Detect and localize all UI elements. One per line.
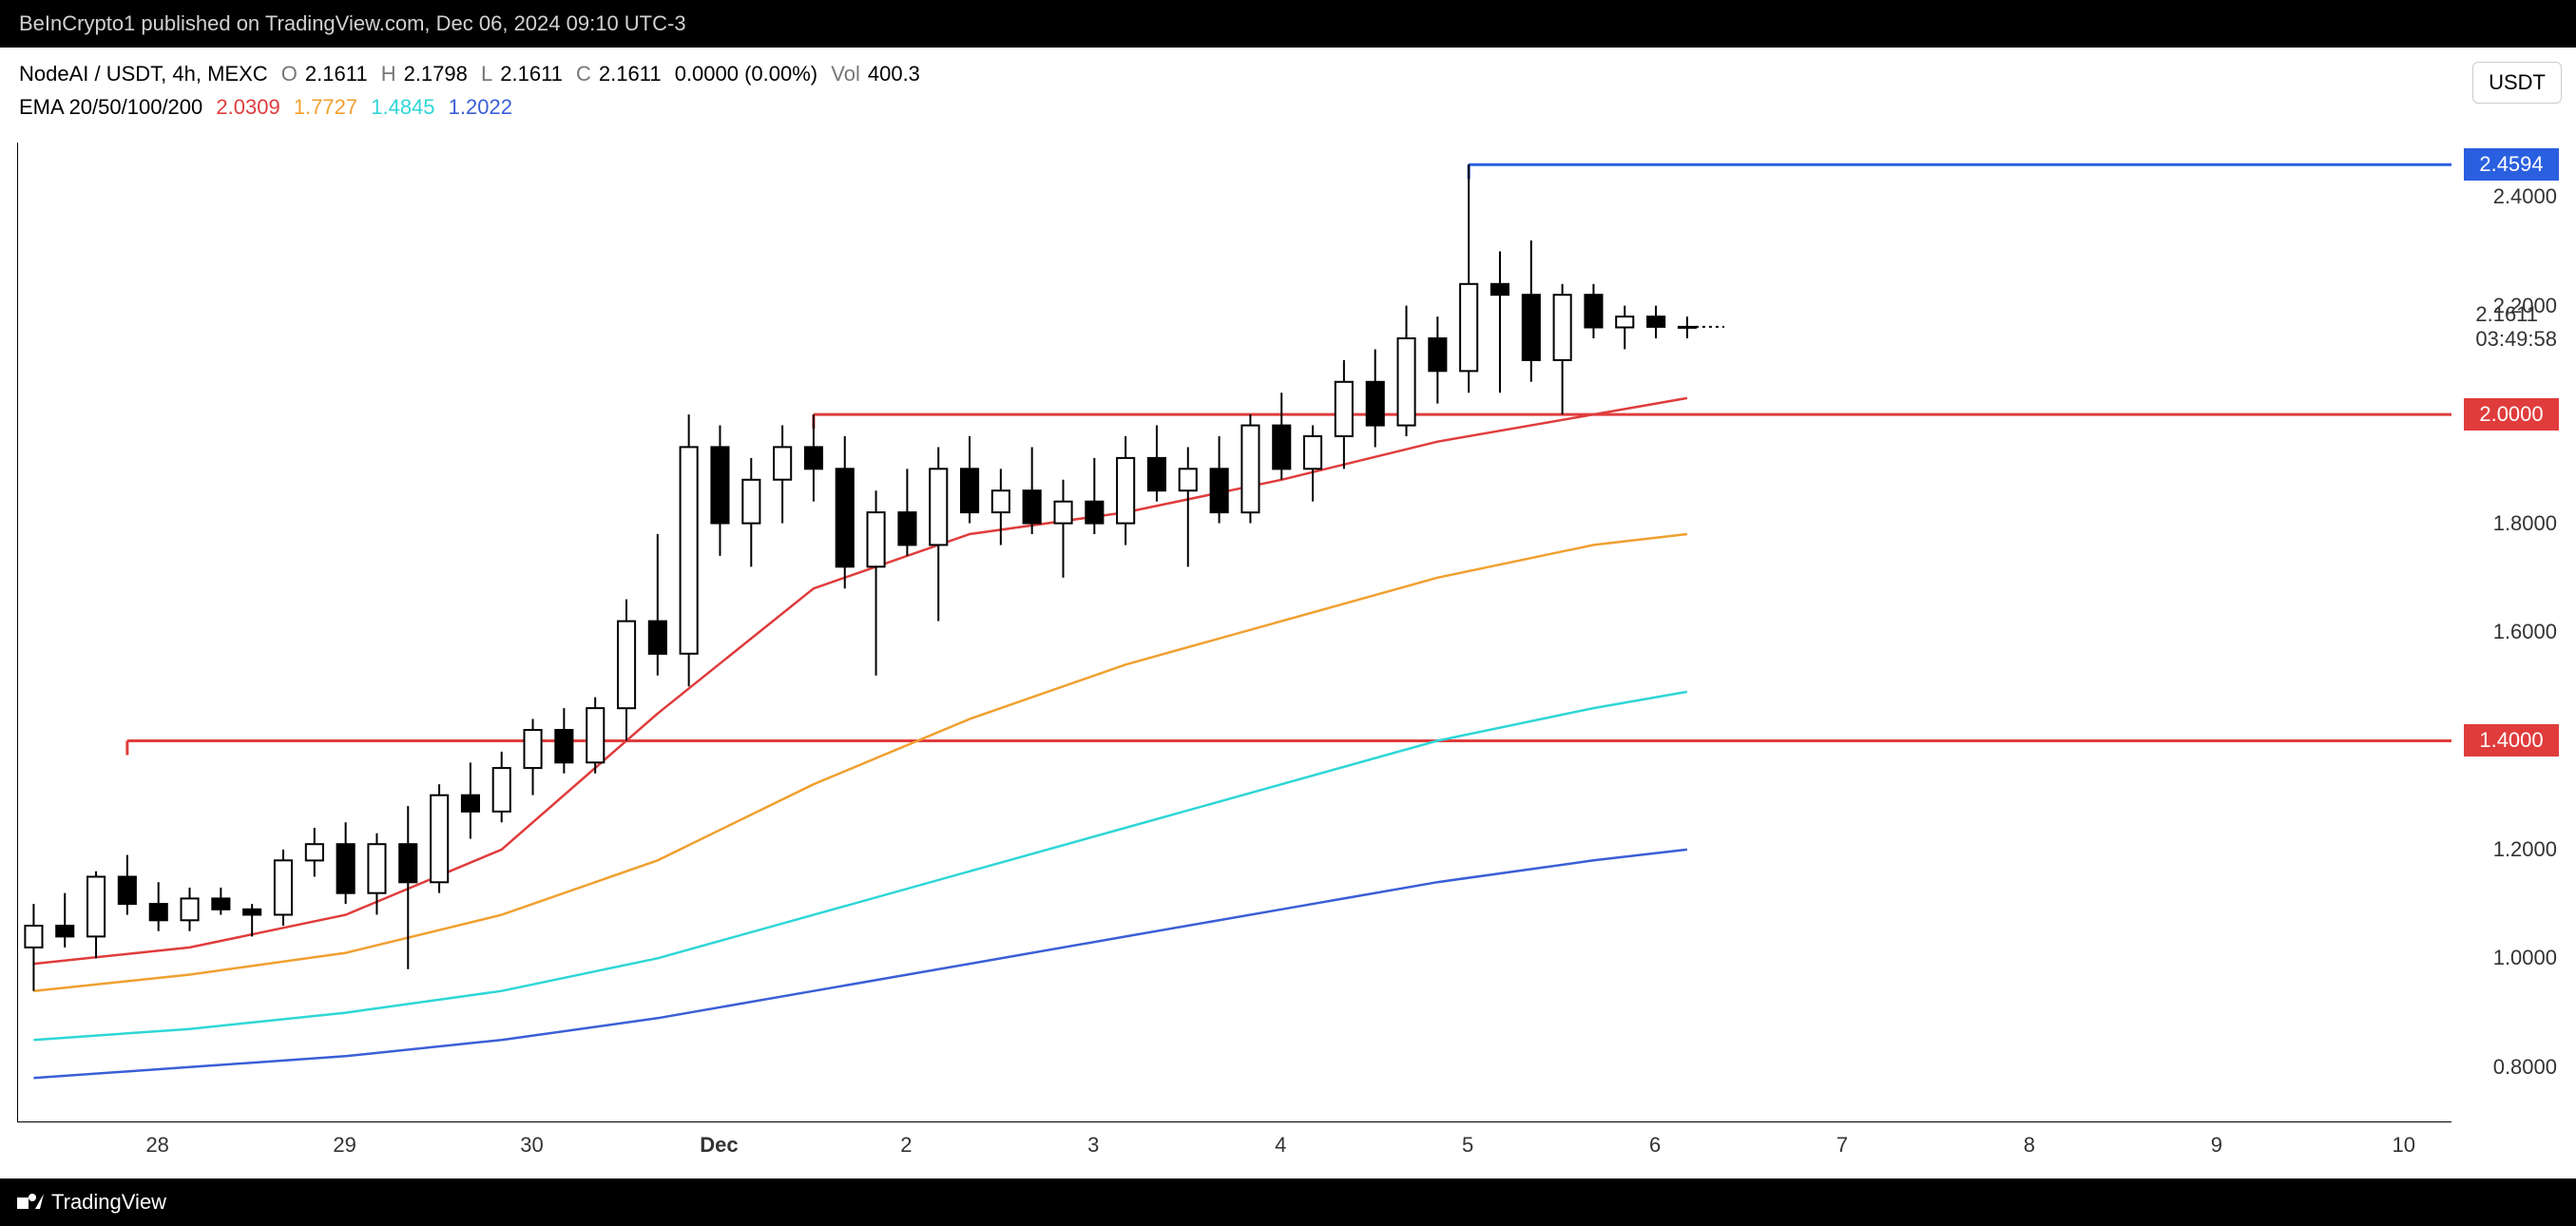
x-tick-label: 30 [520, 1133, 543, 1158]
x-tick-label: Dec [700, 1133, 738, 1158]
ema20-val: 2.0309 [216, 95, 279, 119]
h-label: H [381, 62, 396, 86]
o-label: O [281, 62, 298, 86]
change-val: 0.0000 (0.00%) [675, 62, 817, 86]
c-val: 2.1611 [599, 62, 662, 86]
ema50-val: 1.7727 [294, 95, 357, 119]
x-tick-label: 4 [1275, 1133, 1286, 1158]
chart-svg [18, 143, 2451, 1121]
symbol[interactable]: NodeAI / USDT, 4h, MEXC [19, 62, 268, 86]
footer-bar: TradingView [0, 1178, 2576, 1226]
x-tick-label: 28 [145, 1133, 168, 1158]
price-level-tag: 2.4594 [2464, 148, 2559, 181]
vol-val: 400.3 [868, 62, 920, 86]
x-tick-label: 29 [333, 1133, 356, 1158]
ema-label: EMA 20/50/100/200 [19, 95, 202, 119]
o-val: 2.1611 [305, 62, 368, 86]
footer-brand: TradingView [51, 1190, 166, 1215]
y-tick-label: 2.4000 [2493, 184, 2557, 209]
y-tick-label: 1.0000 [2493, 946, 2557, 970]
x-tick-label: 5 [1462, 1133, 1473, 1158]
x-tick-label: 10 [2393, 1133, 2415, 1158]
y-tick-label: 1.6000 [2493, 620, 2557, 644]
currency-badge-text: USDT [2489, 70, 2546, 94]
price-level-tag: 1.4000 [2464, 724, 2559, 757]
publish-bar: BeInCrypto1 published on TradingView.com… [0, 0, 2576, 48]
y-tick-label: 0.8000 [2493, 1055, 2557, 1080]
ema100-val: 1.4845 [371, 95, 434, 119]
publish-text: BeInCrypto1 published on TradingView.com… [19, 11, 686, 36]
x-tick-label: 9 [2211, 1133, 2222, 1158]
ema-row: EMA 20/50/100/200 2.0309 1.7727 1.4845 1… [19, 95, 520, 120]
l-val: 2.1611 [500, 62, 563, 86]
tv-logo-icon [17, 1192, 44, 1213]
l-label: L [481, 62, 492, 86]
x-tick-label: 3 [1087, 1133, 1099, 1158]
x-tick-label: 6 [1649, 1133, 1661, 1158]
ema200-val: 1.2022 [449, 95, 512, 119]
ticker-row: NodeAI / USDT, 4h, MEXC O2.1611 H2.1798 … [19, 62, 928, 86]
current-price-label: 2.161103:49:58 [2475, 302, 2557, 352]
x-tick-label: 7 [1836, 1133, 1848, 1158]
price-level-tag: 2.0000 [2464, 398, 2559, 431]
tradingview-logo[interactable]: TradingView [17, 1190, 166, 1215]
h-val: 2.1798 [404, 62, 468, 86]
x-tick-label: 8 [2024, 1133, 2035, 1158]
price-chart[interactable] [17, 143, 2451, 1122]
y-tick-label: 1.2000 [2493, 837, 2557, 862]
y-tick-label: 1.8000 [2493, 511, 2557, 536]
currency-badge[interactable]: USDT [2472, 62, 2562, 104]
vol-label: Vol [831, 62, 860, 86]
x-tick-label: 2 [900, 1133, 912, 1158]
c-label: C [576, 62, 591, 86]
